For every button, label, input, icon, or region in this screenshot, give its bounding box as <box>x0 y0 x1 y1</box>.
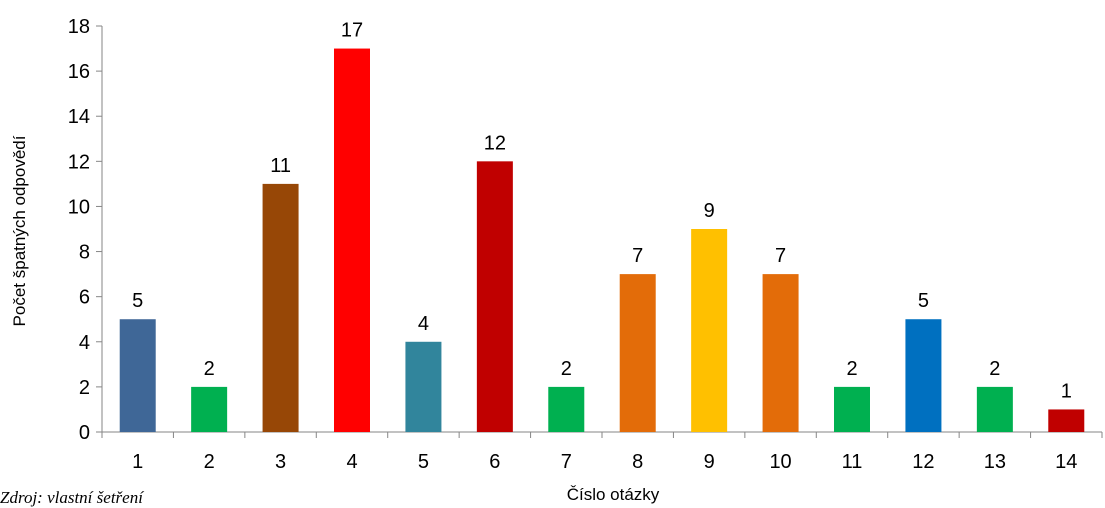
x-tick-label: 8 <box>632 451 643 473</box>
bar <box>762 274 799 432</box>
bar <box>976 386 1013 432</box>
x-tick-label: 11 <box>842 451 863 473</box>
bar <box>191 386 228 432</box>
data-label: 2 <box>846 358 857 380</box>
y-tick-label: 18 <box>68 16 90 38</box>
x-tick-label: 5 <box>418 451 429 473</box>
x-tick-label: 9 <box>704 451 715 473</box>
y-tick-label: 6 <box>79 287 90 309</box>
x-tick-label: 13 <box>984 451 1006 473</box>
data-label: 11 <box>270 155 291 177</box>
data-label: 7 <box>632 245 643 267</box>
data-label: 9 <box>704 200 715 222</box>
x-tick-label: 14 <box>1055 451 1077 473</box>
x-tick-label: 2 <box>204 451 215 473</box>
bar <box>1048 409 1085 432</box>
bar <box>691 229 728 432</box>
x-tick-label: 10 <box>769 451 791 473</box>
y-tick-label: 4 <box>79 332 90 354</box>
x-tick-label: 3 <box>275 451 286 473</box>
data-label: 1 <box>1061 380 1072 402</box>
bar <box>548 386 585 432</box>
x-axis: 1 2 3 4 5 6 7 8 9 10 11 12 13 14 <box>101 431 1103 473</box>
x-axis-title: Číslo otázky <box>567 485 660 504</box>
data-label: 5 <box>132 290 143 312</box>
bar <box>262 183 299 432</box>
x-tick-label: 12 <box>912 451 934 473</box>
source-note: Zdroj: vlastní šetření <box>0 488 143 507</box>
bar <box>334 48 370 433</box>
bar <box>119 319 156 432</box>
y-tick-label: 10 <box>68 196 90 218</box>
data-label: 2 <box>204 358 215 380</box>
bar <box>905 319 942 432</box>
bar <box>619 274 656 432</box>
y-axis-title: Počet špatných odpovědí <box>10 135 29 326</box>
y-tick-label: 12 <box>68 151 90 173</box>
y-tick-label: 2 <box>79 377 90 399</box>
y-tick-label: 8 <box>79 242 90 264</box>
y-axis: 0 2 4 6 8 10 12 14 16 18 <box>68 16 103 444</box>
data-label: 7 <box>775 245 786 267</box>
data-label: 17 <box>341 20 363 42</box>
x-tick-label: 6 <box>489 451 500 473</box>
data-label: 12 <box>484 132 506 154</box>
bar <box>834 386 870 432</box>
x-tick-label: 7 <box>561 451 572 473</box>
x-tick-label: 4 <box>346 451 357 473</box>
bar <box>476 161 513 433</box>
data-label: 2 <box>989 358 1000 380</box>
y-tick-label: 16 <box>68 61 90 83</box>
data-label: 4 <box>418 313 429 335</box>
data-labels: 5 2 11 17 4 12 2 7 9 7 2 5 2 1 <box>132 20 1072 403</box>
x-tick-label: 1 <box>132 451 143 473</box>
bar <box>405 341 442 432</box>
y-tick-label: 14 <box>68 106 90 128</box>
data-label: 2 <box>561 358 572 380</box>
data-label: 5 <box>918 290 929 312</box>
bars <box>119 48 1085 433</box>
y-tick-label: 0 <box>79 422 90 444</box>
